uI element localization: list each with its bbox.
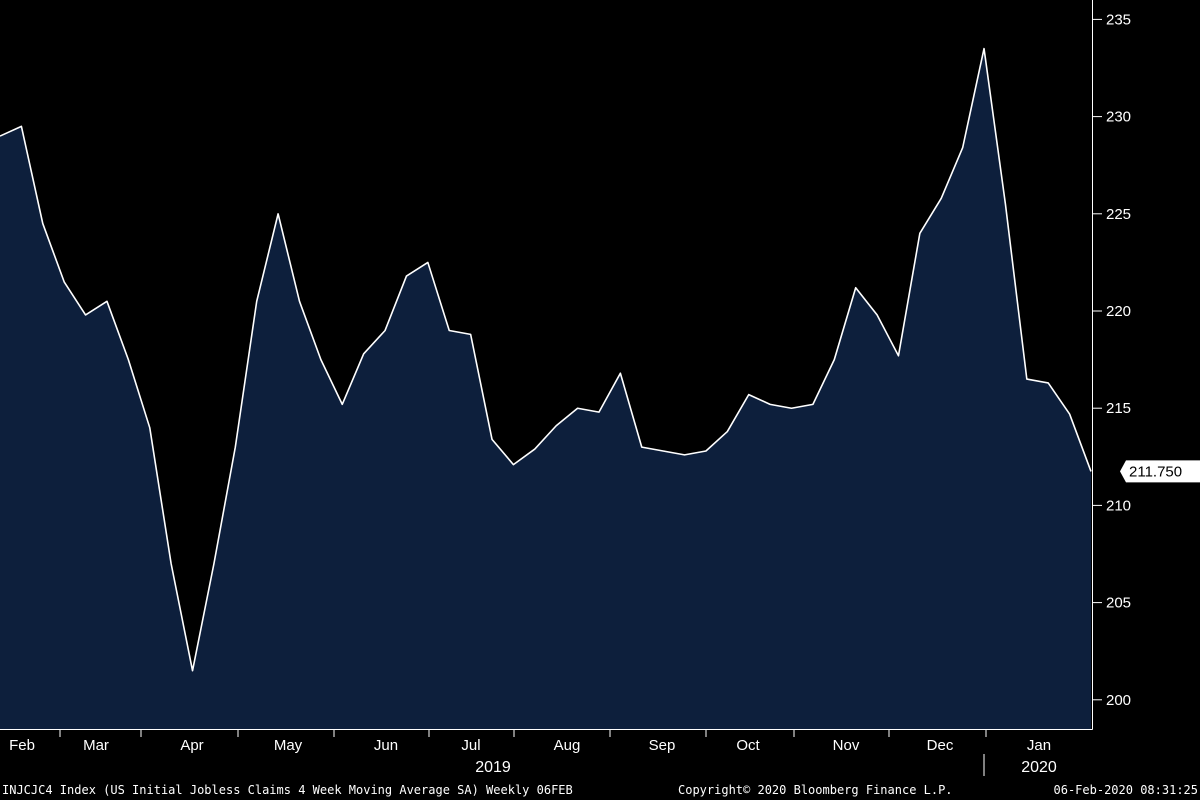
year-label: 2019 (475, 759, 511, 776)
x-tick-label: Mar (83, 737, 109, 754)
y-tick-label: 200 (1106, 692, 1131, 709)
area-fill (0, 48, 1091, 730)
x-tick-label: Jan (1027, 737, 1051, 754)
footer: INJCJC4 Index (US Initial Jobless Claims… (2, 783, 1198, 797)
x-tick-label: Dec (927, 737, 954, 754)
y-tick-label: 235 (1106, 11, 1131, 28)
plot-area (0, 47, 1092, 730)
y-tick-label: 205 (1106, 595, 1131, 612)
footer-timestamp: 06-Feb-2020 08:31:25 (1054, 783, 1199, 797)
y-tick-label: 225 (1106, 206, 1131, 223)
series-line (0, 47, 1092, 672)
y-tick-label: 210 (1106, 497, 1131, 514)
year-label: 2020 (1021, 759, 1057, 776)
y-tick-label: 230 (1106, 109, 1131, 126)
y-tick-label: 220 (1106, 303, 1131, 320)
last-value-tag (1120, 460, 1200, 483)
x-tick-label: Apr (180, 737, 203, 754)
last-value-label: 211.750 (1129, 463, 1182, 480)
x-tick-label: May (274, 737, 303, 754)
x-tick-label: Sep (649, 737, 676, 754)
y-tick-label: 215 (1106, 400, 1131, 417)
x-tick-label: Oct (736, 737, 760, 754)
axes (0, 0, 1102, 776)
footer-security-description: INJCJC4 Index (US Initial Jobless Claims… (2, 783, 573, 797)
x-tick-label: Feb (9, 737, 35, 754)
x-tick-label: Nov (833, 737, 860, 754)
x-tick-label: Jun (374, 737, 398, 754)
x-tick-label: Aug (554, 737, 581, 754)
labels: 200 205 210 215 220 225 230 235 Feb Mar Apr May Jun J… (9, 11, 1200, 776)
x-tick-label: Jul (461, 737, 480, 754)
footer-copyright: Copyright© 2020 Bloomberg Finance L.P. (678, 783, 953, 797)
